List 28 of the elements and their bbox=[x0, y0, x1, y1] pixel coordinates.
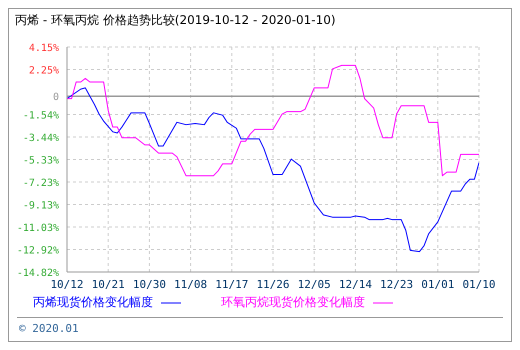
y-tick-label: -1.54% bbox=[22, 110, 59, 122]
x-tick-label: 01/10 bbox=[462, 278, 496, 291]
x-tick-label: 12/23 bbox=[380, 278, 414, 291]
legend-label: 环氧丙烷现货价格变化幅度 bbox=[221, 294, 366, 311]
x-tick-label: 12/14 bbox=[338, 278, 372, 291]
x-tick-label: 11/26 bbox=[256, 278, 290, 291]
y-tick-label: -7.23% bbox=[22, 178, 59, 189]
x-tick-label: 01/01 bbox=[421, 278, 454, 291]
x-tick-label: 11/08 bbox=[174, 278, 208, 291]
y-tick-label: -12.92% bbox=[16, 245, 59, 256]
y-tick-label: 0 bbox=[52, 92, 59, 104]
y-tick-label: 2.25% bbox=[28, 66, 59, 77]
legend-label: 丙烯现货价格变化幅度 bbox=[33, 294, 154, 311]
x-tick-label: 11/17 bbox=[215, 278, 248, 291]
chart-title: 丙烯 - 环氧丙烷 价格趋势比较(2019-10-12 - 2020-01-10) bbox=[15, 12, 336, 29]
x-tick-label: 10/21 bbox=[92, 278, 125, 291]
line-series bbox=[67, 87, 479, 252]
x-tick-label: 12/05 bbox=[298, 278, 331, 291]
y-tick-label: -3.44% bbox=[22, 133, 59, 144]
x-tick-label: 10/30 bbox=[132, 278, 166, 291]
text: © 2020.01 bbox=[19, 322, 79, 335]
x-tick-label: 10/12 bbox=[50, 278, 84, 291]
y-tick-label: -11.03% bbox=[16, 223, 59, 234]
y-tick-label: -9.13% bbox=[22, 200, 59, 212]
line-series bbox=[67, 64, 479, 176]
y-tick-label: -14.82% bbox=[16, 268, 59, 279]
y-tick-label: 4.15% bbox=[28, 43, 59, 54]
y-tick-label: -5.33% bbox=[22, 155, 59, 166]
